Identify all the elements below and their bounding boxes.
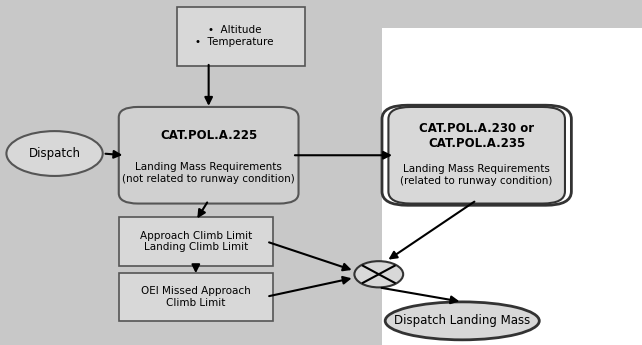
Circle shape — [354, 261, 403, 287]
Text: Dispatch: Dispatch — [29, 147, 80, 160]
FancyBboxPatch shape — [119, 107, 299, 204]
Text: Dispatch Landing Mass: Dispatch Landing Mass — [394, 314, 530, 327]
FancyBboxPatch shape — [177, 7, 305, 66]
FancyBboxPatch shape — [382, 105, 571, 205]
Text: Landing Mass Requirements
(not related to runway condition): Landing Mass Requirements (not related t… — [122, 162, 295, 184]
FancyBboxPatch shape — [388, 107, 565, 204]
Ellipse shape — [385, 302, 539, 340]
Text: Approach Climb Limit
Landing Climb Limit: Approach Climb Limit Landing Climb Limit — [140, 231, 252, 252]
FancyBboxPatch shape — [119, 217, 273, 266]
Text: CAT.POL.A.225: CAT.POL.A.225 — [160, 129, 257, 142]
FancyBboxPatch shape — [382, 28, 642, 345]
Text: Landing Mass Requirements
(related to runway condition): Landing Mass Requirements (related to ru… — [401, 164, 553, 186]
Ellipse shape — [6, 131, 103, 176]
Text: •  Altitude
•  Temperature: • Altitude • Temperature — [195, 26, 273, 47]
Text: CAT.POL.A.230 or
CAT.POL.A.235: CAT.POL.A.230 or CAT.POL.A.235 — [419, 121, 534, 149]
Text: OEI Missed Approach
Climb Limit: OEI Missed Approach Climb Limit — [141, 286, 250, 307]
FancyBboxPatch shape — [119, 273, 273, 321]
